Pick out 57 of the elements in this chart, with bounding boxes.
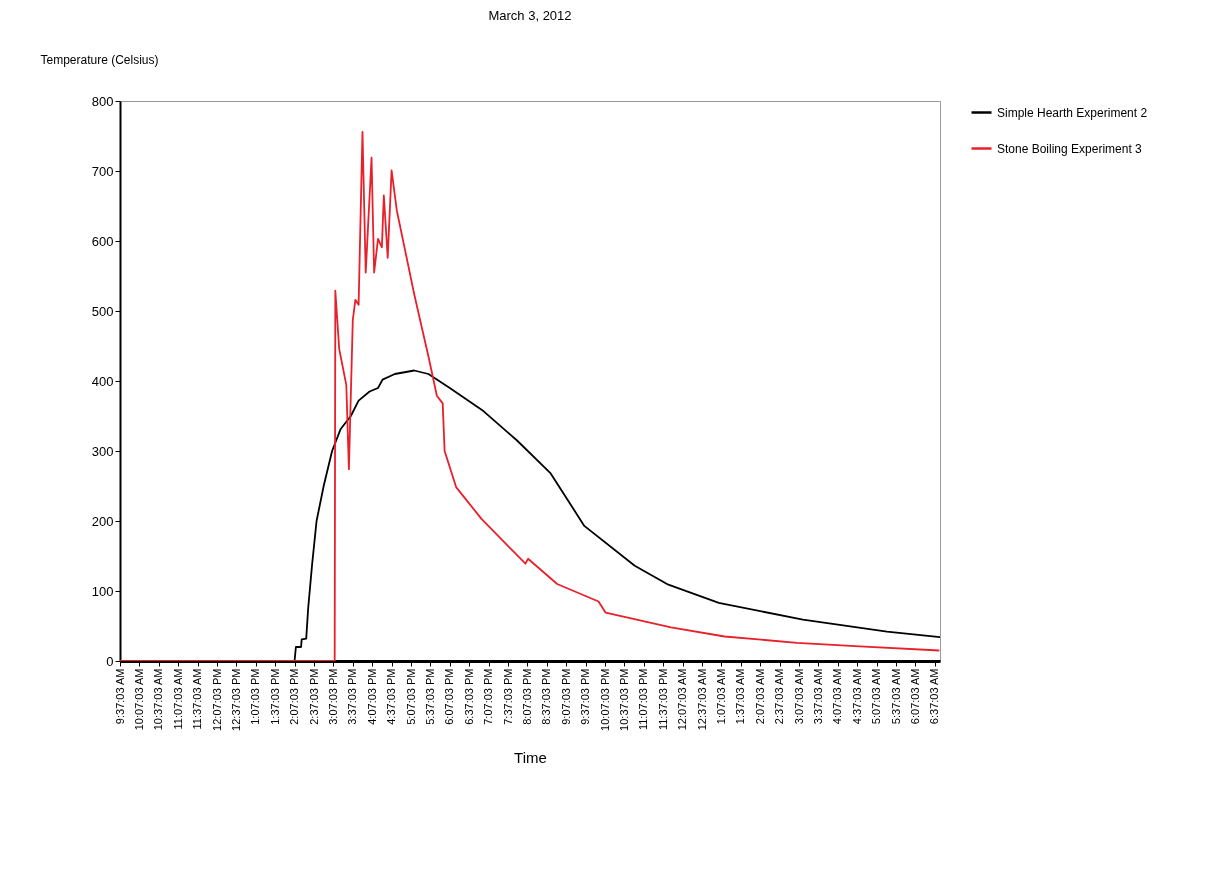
x-tick-label: 4:37:03 PM: [385, 668, 398, 725]
y-axis-title: Temperature (Celsius): [40, 52, 159, 67]
x-tick-label: 2:37:03 AM: [773, 668, 786, 725]
x-tick-label: 3:07:03 PM: [326, 668, 339, 725]
y-tick-label: 200: [91, 513, 114, 529]
x-tick-label: 2:07:03 AM: [753, 668, 766, 725]
x-tick-label: 1:07:03 AM: [714, 668, 727, 725]
x-tick-label: 5:07:03 AM: [870, 668, 883, 725]
x-tick-label: 4:37:03 AM: [850, 668, 863, 725]
x-tick-label: 12:07:03 PM: [210, 668, 223, 731]
y-tick-label: 800: [91, 93, 114, 109]
x-tick-label: 10:37:03 AM: [152, 668, 165, 731]
x-tick-label: 9:07:03 PM: [559, 668, 572, 725]
x-tick-label: 2:37:03 PM: [307, 668, 320, 725]
x-tick-label: 6:37:03 PM: [462, 668, 475, 725]
x-tick-label: 11:07:03 AM: [171, 668, 184, 730]
y-tick-label: 300: [91, 443, 114, 459]
y-tick-label: 500: [91, 303, 114, 319]
x-axis-title: Time: [514, 748, 547, 766]
x-tick-label: 7:07:03 PM: [482, 668, 495, 725]
x-tick-label: 3:37:03 AM: [811, 668, 824, 725]
legend-label: Simple Hearth Experiment 2: [997, 105, 1148, 120]
x-tick-label: 5:37:03 AM: [889, 668, 902, 725]
x-tick-label: 8:37:03 PM: [540, 668, 553, 725]
x-tick-label: 5:07:03 PM: [404, 668, 417, 725]
x-tick-label: 3:37:03 PM: [346, 668, 359, 725]
x-tick-label: 12:37:03 PM: [229, 668, 242, 731]
legend-label: Stone Boiling Experiment 3: [997, 141, 1143, 156]
x-tick-label: 6:07:03 AM: [908, 668, 921, 725]
x-tick-label: 7:37:03 PM: [501, 668, 514, 725]
y-tick-label: 700: [91, 163, 114, 179]
x-tick-label: 1:07:03 PM: [249, 668, 262, 725]
x-tick-label: 1:37:03 PM: [268, 668, 281, 725]
x-tick-label: 1:37:03 AM: [734, 668, 747, 725]
x-tick-label: 4:07:03 AM: [831, 668, 844, 725]
y-tick-label: 600: [91, 233, 114, 249]
x-tick-label: 5:37:03 PM: [423, 668, 436, 725]
chart-title: March 3, 2012: [488, 8, 572, 23]
x-tick-label: 4:07:03 PM: [365, 668, 378, 725]
x-tick-label: 12:07:03 AM: [676, 668, 689, 731]
y-tick-label: 400: [91, 373, 114, 389]
x-tick-label: 10:07:03 PM: [598, 668, 611, 731]
x-tick-label: 12:37:03 AM: [695, 668, 708, 731]
x-tick-label: 3:07:03 AM: [792, 668, 805, 725]
x-tick-label: 2:07:03 PM: [288, 668, 301, 725]
x-tick-label: 9:37:03 PM: [579, 668, 592, 725]
x-tick-label: 6:37:03 AM: [928, 668, 941, 725]
x-tick-label: 6:07:03 PM: [443, 668, 456, 725]
y-tick-label: 100: [91, 583, 114, 599]
x-tick-label: 11:37:03 AM: [191, 668, 204, 730]
x-tick-label: 9:37:03 AM: [113, 668, 126, 725]
y-tick-label: 0: [106, 653, 114, 669]
x-tick-label: 10:07:03 AM: [132, 668, 145, 731]
x-tick-label: 11:37:03 PM: [656, 668, 669, 731]
x-tick-label: 11:07:03 PM: [637, 668, 650, 731]
x-tick-label: 8:07:03 PM: [520, 668, 533, 725]
x-tick-label: 10:37:03 PM: [617, 668, 630, 731]
